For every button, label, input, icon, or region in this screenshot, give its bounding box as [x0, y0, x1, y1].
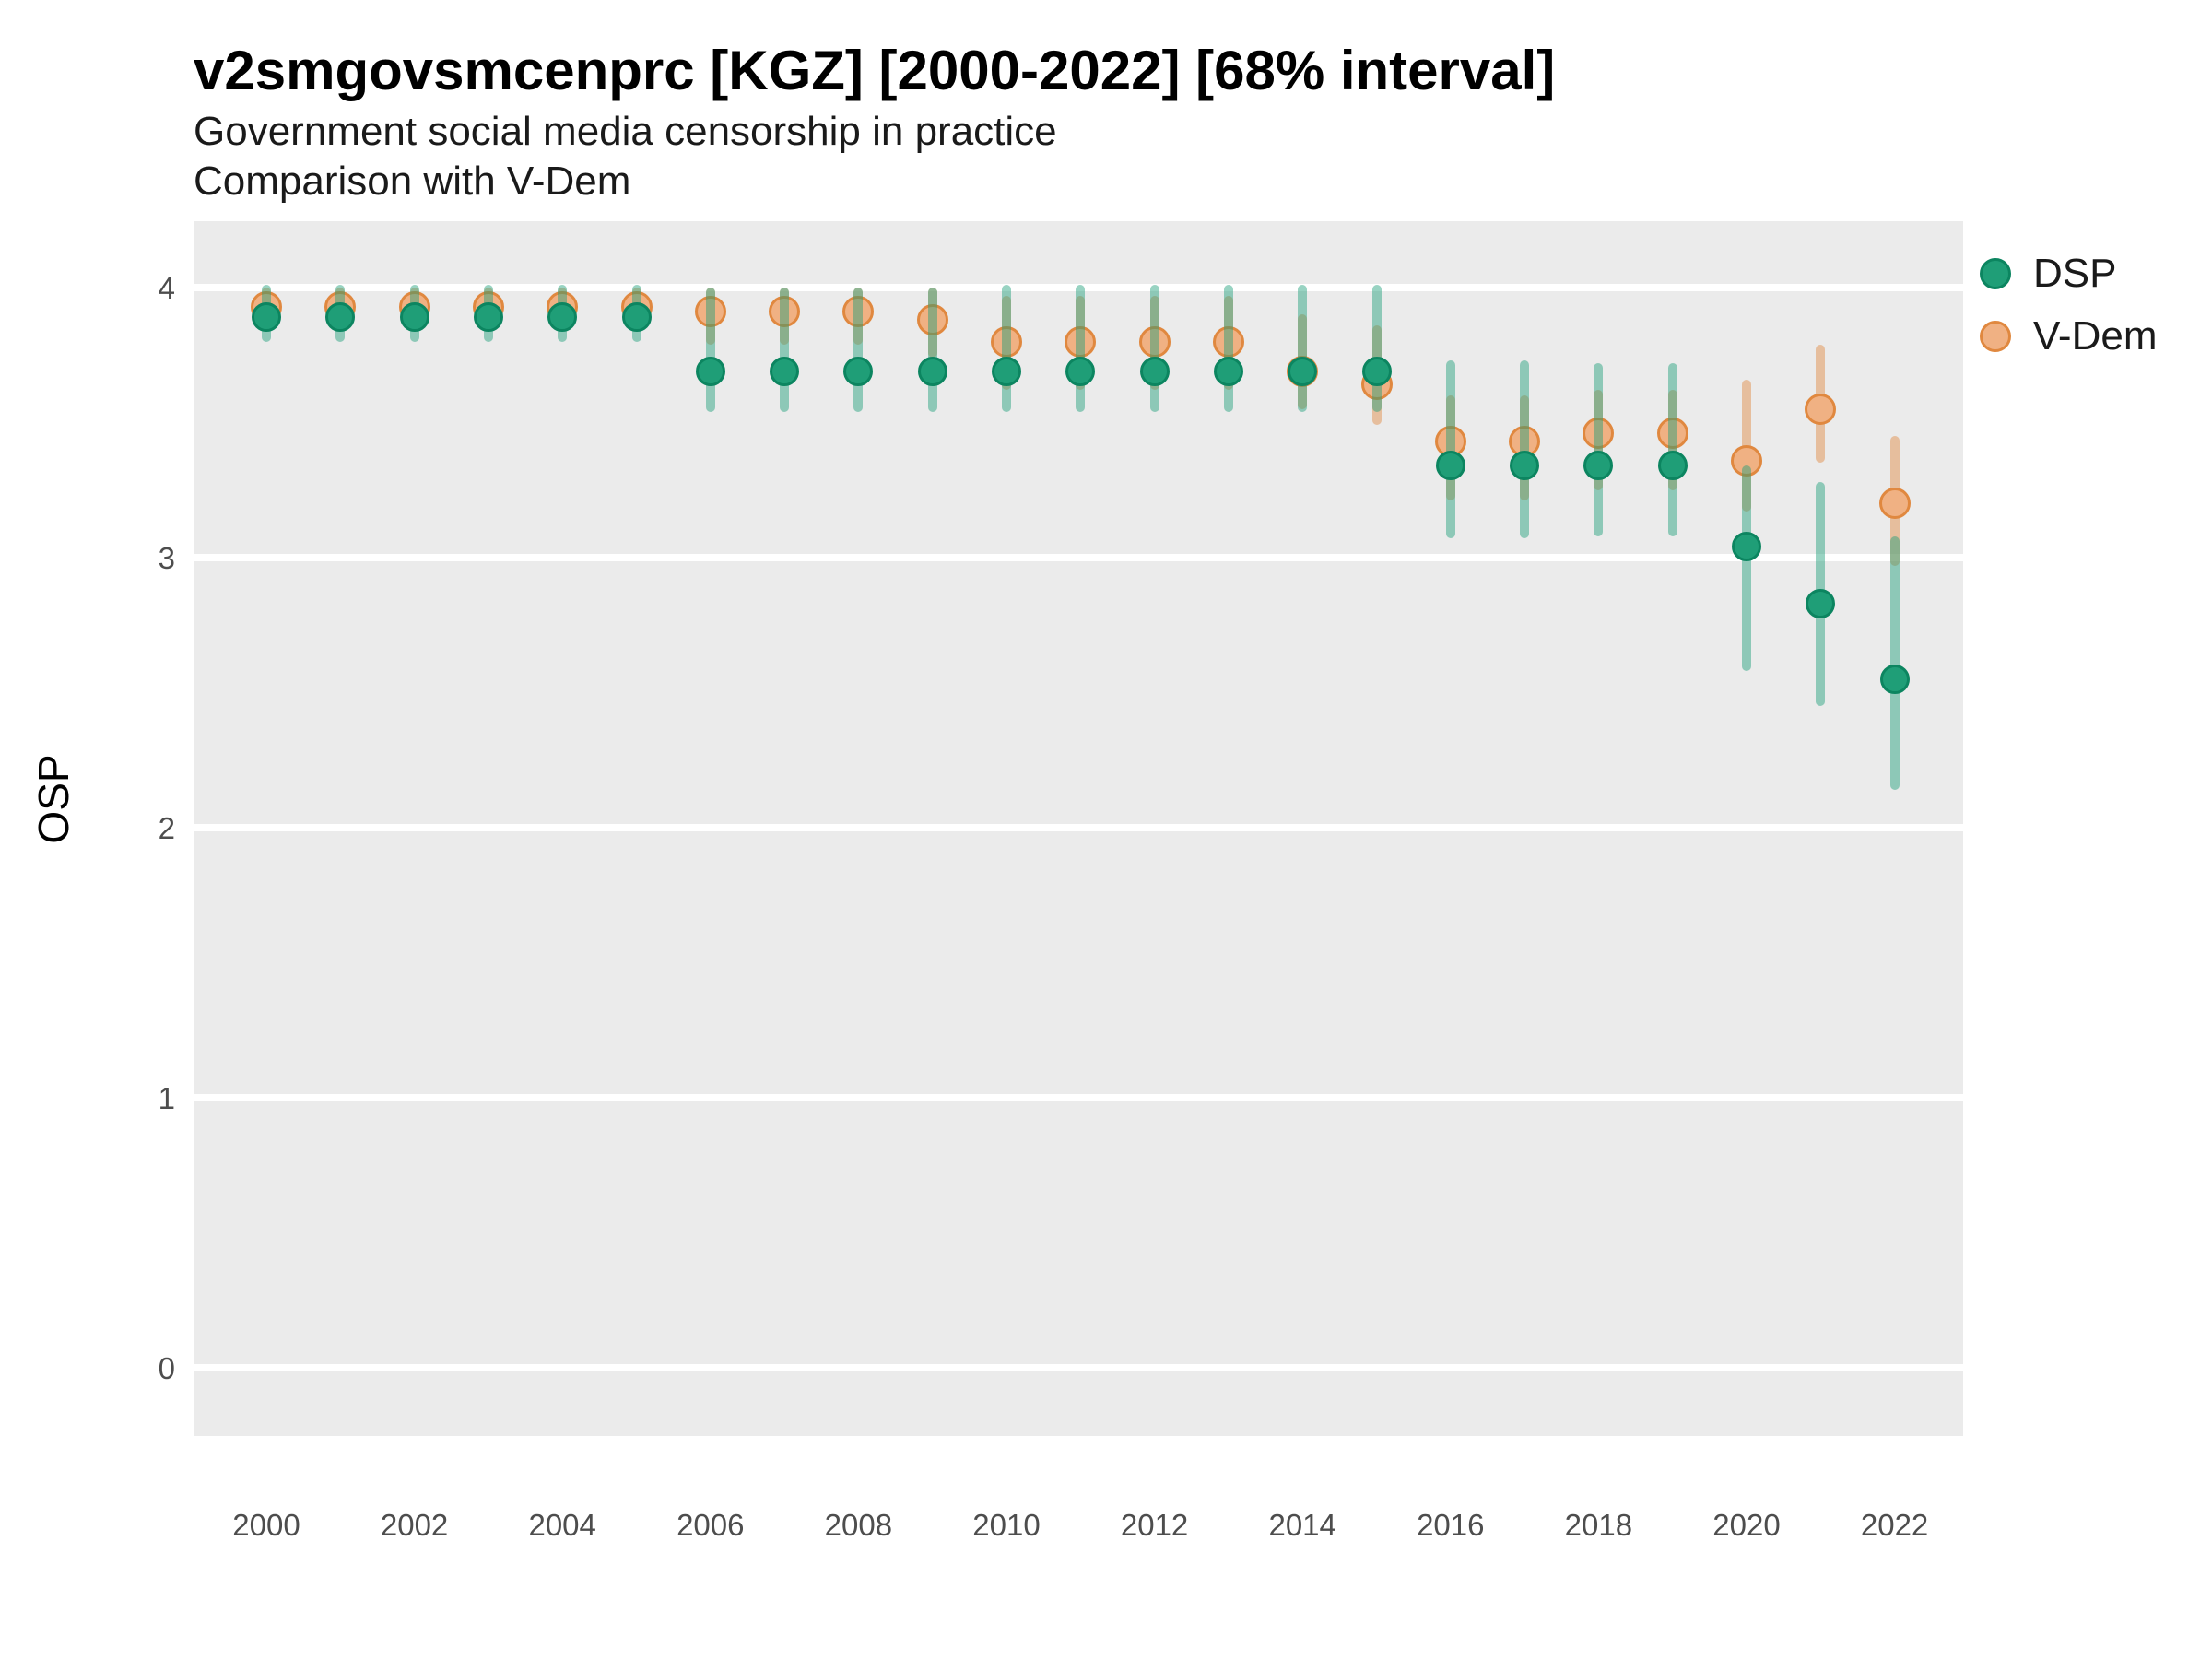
gridline-y-2: [194, 824, 1963, 831]
x-tick-label-2008: 2008: [824, 1508, 893, 1542]
x-tick-label-2020: 2020: [1712, 1508, 1781, 1542]
dsp-interval-2011: [1076, 285, 1086, 412]
y-tick-label-2: 2: [158, 811, 175, 845]
dsp-point-2017: [1510, 451, 1540, 481]
dsp-interval-2019: [1667, 363, 1677, 536]
dsp-interval-2018: [1594, 363, 1604, 536]
vdem-point-2020: [1731, 444, 1762, 477]
dsp-interval-2013: [1223, 285, 1233, 412]
dsp-point-2022: [1879, 664, 1910, 694]
dsp-point-2002: [399, 302, 429, 333]
y-axis-title: OSP: [29, 754, 77, 844]
dsp-point-2001: [325, 302, 356, 333]
chart-subtitle: Government social media censorship in pr…: [194, 109, 1057, 154]
vdem-point-2007: [769, 296, 801, 328]
dsp-interval-2016: [1445, 360, 1455, 539]
dsp-point-2009: [917, 356, 947, 386]
dsp-point-2015: [1361, 356, 1392, 386]
vdem-legend-swatch-icon: [1980, 321, 2011, 352]
gridline-y-0: [194, 1364, 1963, 1371]
y-tick-label-0: 0: [158, 1351, 175, 1385]
gridline-y-3: [194, 554, 1963, 561]
y-tick-label-3: 3: [158, 541, 175, 575]
vdem-point-2013: [1212, 325, 1244, 358]
dsp-interval-2010: [1002, 285, 1011, 412]
dsp-interval-2020: [1742, 465, 1751, 672]
dsp-point-2011: [1065, 356, 1096, 386]
gridline-y-4: [194, 284, 1963, 291]
plot-panel: [194, 221, 1963, 1436]
x-tick-label-2018: 2018: [1564, 1508, 1633, 1542]
vdem-point-2018: [1583, 418, 1615, 450]
vdem-point-2021: [1805, 393, 1837, 425]
legend-label-vdem: V-Dem: [2033, 313, 2158, 359]
dsp-interval-2007: [780, 288, 790, 412]
chart-subtitle-comparison: Comparison with V-Dem: [194, 159, 631, 204]
dsp-point-2007: [770, 356, 800, 386]
x-tick-label-2006: 2006: [677, 1508, 745, 1542]
x-tick-label-2000: 2000: [232, 1508, 300, 1542]
x-tick-label-2010: 2010: [972, 1508, 1041, 1542]
dsp-interval-2015: [1371, 285, 1382, 412]
vdem-point-2022: [1878, 488, 1911, 520]
vdem-point-2006: [694, 296, 726, 328]
dsp-interval-2017: [1520, 360, 1530, 539]
chart-title: v2smgovsmcenprc [KGZ] [2000-2022] [68% i…: [194, 40, 1556, 101]
x-tick-label-2004: 2004: [528, 1508, 596, 1542]
dsp-legend-swatch-icon: [1980, 258, 2011, 289]
x-tick-label-2012: 2012: [1120, 1508, 1189, 1542]
dsp-point-2020: [1732, 532, 1761, 562]
dsp-point-2018: [1583, 451, 1614, 481]
dsp-interval-2014: [1298, 285, 1308, 412]
y-tick-label-4: 4: [158, 271, 175, 305]
dsp-interval-2022: [1889, 535, 1900, 790]
vdem-point-2009: [916, 304, 948, 336]
gridline-y-1: [194, 1094, 1963, 1101]
dsp-point-2021: [1806, 588, 1836, 618]
legend: DSP V-Dem: [1980, 251, 2157, 376]
vdem-point-2008: [842, 296, 875, 328]
x-tick-label-2014: 2014: [1268, 1508, 1336, 1542]
dsp-point-2012: [1139, 356, 1170, 386]
vdem-point-2011: [1065, 325, 1097, 358]
vdem-point-2019: [1656, 418, 1688, 450]
dsp-point-2014: [1288, 356, 1318, 386]
dsp-point-2010: [992, 356, 1021, 386]
y-tick-label-1: 1: [158, 1081, 175, 1115]
dsp-interval-2009: [927, 288, 937, 412]
dsp-point-2004: [547, 302, 578, 333]
legend-label-dsp: DSP: [2033, 251, 2117, 296]
dsp-point-2013: [1213, 356, 1243, 386]
dsp-point-2008: [843, 356, 874, 386]
dsp-point-2019: [1657, 451, 1688, 481]
vdem-point-2010: [991, 325, 1022, 358]
vdem-point-2012: [1138, 325, 1171, 358]
dsp-interval-2006: [705, 288, 715, 412]
x-tick-label-2016: 2016: [1417, 1508, 1485, 1542]
dsp-point-2016: [1435, 451, 1465, 481]
dsp-point-2005: [621, 302, 652, 333]
dsp-interval-2008: [853, 288, 864, 412]
x-tick-label-2002: 2002: [380, 1508, 449, 1542]
dsp-point-2003: [473, 302, 503, 333]
dsp-point-2000: [252, 302, 281, 333]
dsp-interval-2012: [1149, 285, 1159, 412]
dsp-point-2006: [695, 356, 725, 386]
legend-item-vdem: V-Dem: [1980, 313, 2157, 359]
legend-item-dsp: DSP: [1980, 251, 2157, 297]
x-tick-label-2022: 2022: [1860, 1508, 1929, 1542]
